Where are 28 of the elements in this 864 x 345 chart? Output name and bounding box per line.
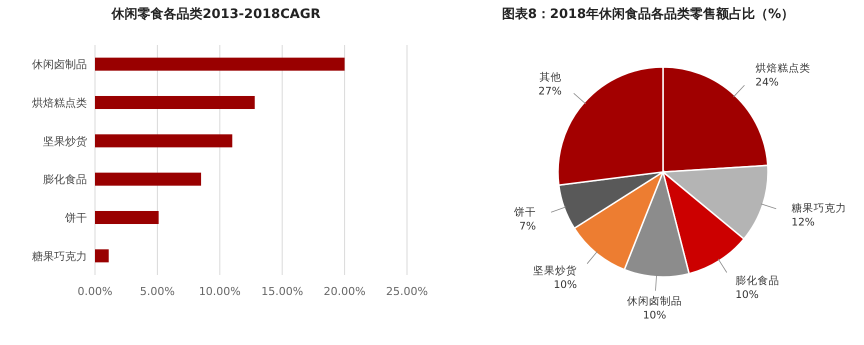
x-tick-label: 20.00% — [324, 285, 366, 298]
y-tick-label: 膨化食品 — [43, 173, 87, 186]
slice-label: 糖果巧克力 — [791, 202, 846, 215]
slice-label: 烘焙糕点类 — [755, 62, 810, 75]
slice-label: 饼干 — [512, 206, 536, 219]
x-tick-label: 5.00% — [140, 285, 175, 298]
x-tick-label: 15.00% — [261, 285, 304, 298]
y-tick-label: 饼干 — [64, 212, 87, 224]
y-tick-label: 休闲卤制品 — [32, 58, 87, 72]
title: 图表8：2018年休闲食品各品类零售额占比（%） — [502, 7, 794, 22]
y-tick-label: 糖果巧克力 — [32, 250, 87, 263]
slice-label: 坚果炒货 — [532, 265, 577, 278]
slice-label: 膨化食品 — [735, 274, 780, 287]
y-tick-label: 烘焙糕点类 — [32, 96, 87, 110]
y-tick-label: 坚果炒货 — [43, 134, 87, 148]
data-label: 10% — [554, 279, 577, 292]
data-label: 10% — [735, 288, 759, 301]
slice-label: 其他 — [540, 70, 562, 84]
slice-label: 休闲卤制品 — [627, 294, 682, 308]
data-label: 10% — [642, 310, 666, 322]
data-label: 12% — [791, 216, 815, 229]
data-label: 7% — [519, 220, 536, 233]
x-tick-label: 0.00% — [78, 285, 112, 298]
x-tick-label: 25.00% — [386, 285, 428, 298]
x-tick-label: 10.00% — [198, 285, 241, 298]
data-label: 27% — [538, 86, 562, 98]
title: 休闲零食各品类2013-2018CAGR — [111, 7, 321, 22]
data-label: 24% — [755, 76, 779, 89]
